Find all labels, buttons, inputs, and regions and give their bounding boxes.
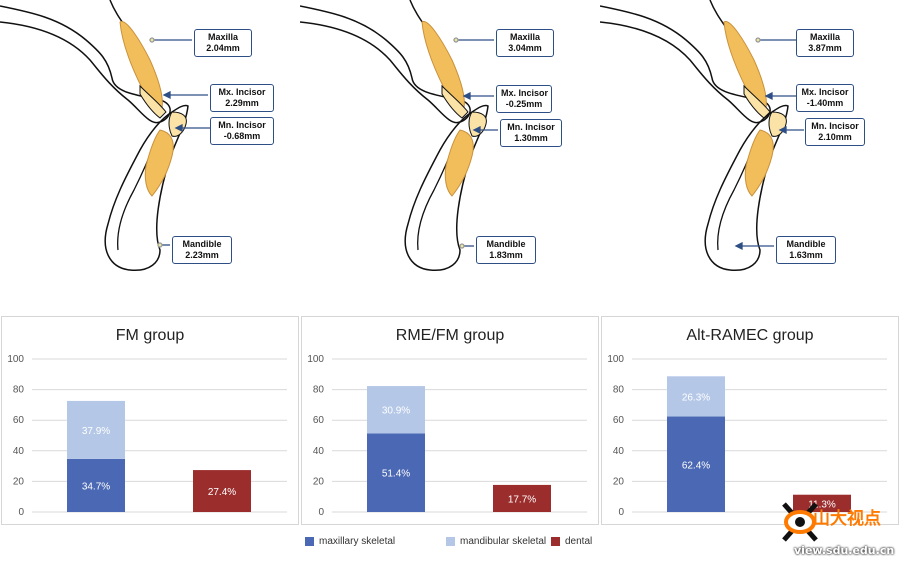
watermark-logo: 山大视点 view.sdu.edu.cn: [780, 500, 898, 562]
logo-text: 山大视点: [813, 509, 881, 529]
y-tick-label: 80: [13, 385, 25, 396]
y-tick-label: 0: [318, 507, 324, 518]
y-tick-label: 80: [613, 385, 625, 396]
y-tick-label: 80: [313, 385, 325, 396]
y-tick-label: 100: [7, 354, 24, 365]
arrows: [734, 37, 804, 251]
bar-mandibular-skeletal: [667, 376, 725, 417]
data-label: 27.4%: [208, 487, 236, 498]
cephalometric-drawing: [300, 0, 498, 271]
y-tick-label: 0: [618, 507, 624, 518]
bar-chart: 0 20 40 60 80 100 51.4% 30.9% 17.7%: [307, 354, 587, 518]
chart-panel-alt-ramec: Alt-RAMEC group 0 20 40 60 80 100 62.4% 26.3% 11…: [601, 316, 899, 525]
bar-maxillary-skeletal: [67, 458, 125, 512]
y-tick-label: 100: [307, 354, 324, 365]
y-tick-label: 20: [313, 476, 325, 487]
bar-dental: [193, 470, 251, 512]
data-label: 37.9%: [82, 426, 110, 437]
bar-chart: 0 20 40 60 80 100 62.4% 26.3% 11.3%: [607, 354, 887, 518]
logo-url: view.sdu.edu.cn: [794, 544, 895, 557]
mn-incisor-label: Mn. Incisor 2.10mm: [805, 118, 865, 146]
mx-incisor-label: Mx. Incisor -1.40mm: [796, 84, 854, 112]
data-label: 62.4%: [682, 460, 710, 471]
chart-panel-fm: FM group 0 20 40 60 80 100 34.7% 37.9% 27.4%: [1, 316, 299, 525]
bar-dental: [793, 494, 851, 512]
anatomy-panel-fm: Maxilla 2.04mm Mx. Incisor 2.29mm Mn. Inci…: [0, 0, 300, 300]
legend-swatch: [446, 537, 455, 546]
data-label: 11.3%: [808, 499, 836, 510]
legend-swatch: [305, 537, 314, 546]
data-label: 34.7%: [82, 481, 110, 492]
y-tick-label: 40: [313, 446, 325, 457]
mandible-label: Mandible 2.23mm: [172, 236, 232, 264]
y-tick-label: 60: [313, 415, 325, 426]
mandible-label: Mandible 1.63mm: [776, 236, 836, 264]
y-tick-label: 20: [13, 476, 25, 487]
chart-title: RME/FM group: [395, 327, 505, 344]
y-tick-label: 20: [613, 476, 625, 487]
chart-panel-rme-fm: RME/FM group 0 20 40 60 80 100 51.4% 30.9% 17.7%: [301, 316, 599, 525]
legend-item-mandibular: mandibular skeletal: [446, 536, 546, 547]
chart-title: Alt-RAMEC group: [686, 327, 814, 344]
mn-incisor-label: Mn. Incisor 1.30mm: [500, 119, 562, 147]
data-label: 51.4%: [382, 469, 410, 480]
y-tick-label: 60: [613, 415, 625, 426]
mandible-label: Mandible 1.83mm: [476, 236, 536, 264]
chart-title: FM group: [115, 327, 185, 344]
maxilla-label: Maxilla 3.04mm: [496, 29, 554, 57]
anatomy-panel-rme-fm: Maxilla 3.04mm Mx. Incisor -0.25mm Mn. Inc…: [300, 0, 600, 300]
bar-mandibular-skeletal: [367, 386, 425, 434]
legend-swatch: [551, 537, 560, 546]
data-label: 26.3%: [682, 392, 710, 403]
legend-label: maxillary skeletal: [319, 536, 396, 547]
y-tick-label: 40: [13, 446, 25, 457]
y-tick-label: 0: [18, 507, 24, 518]
arrows: [453, 37, 498, 249]
arrows: [149, 37, 210, 248]
anatomy-panel-alt-ramec: Maxilla 3.87mm Mx. Incisor -1.40mm Mn. Inc…: [600, 0, 900, 300]
y-tick-label: 100: [607, 354, 624, 365]
y-tick-label: 60: [13, 415, 25, 426]
cephalometric-drawing: [600, 0, 804, 271]
cephalometric-drawing: [0, 0, 210, 271]
mn-incisor-label: Mn. Incisor -0.68mm: [210, 117, 274, 145]
mx-incisor-label: Mx. Incisor 2.29mm: [210, 84, 274, 112]
bar-maxillary-skeletal: [667, 416, 725, 512]
data-label: 30.9%: [382, 406, 410, 417]
data-label: 17.7%: [508, 494, 536, 505]
bar-maxillary-skeletal: [367, 433, 425, 512]
y-tick-label: 40: [613, 446, 625, 457]
legend: maxillary skeletal mandibular skeletal d…: [0, 536, 900, 550]
bar-mandibular-skeletal: [67, 400, 125, 459]
legend-label: dental: [565, 536, 593, 547]
legend-item-dental: dental: [551, 536, 592, 547]
bar-chart: 0 20 40 60 80 100 34.7% 37.9% 27.4%: [7, 354, 287, 518]
maxilla-label: Maxilla 2.04mm: [194, 29, 252, 57]
maxilla-label: Maxilla 3.87mm: [796, 29, 854, 57]
legend-item-maxillary: maxillary skeletal: [305, 536, 395, 547]
eye-logo-icon: [782, 502, 818, 542]
mx-incisor-label: Mx. Incisor -0.25mm: [496, 85, 552, 113]
legend-label: mandibular skeletal: [460, 536, 547, 547]
bar-dental: [493, 484, 551, 512]
